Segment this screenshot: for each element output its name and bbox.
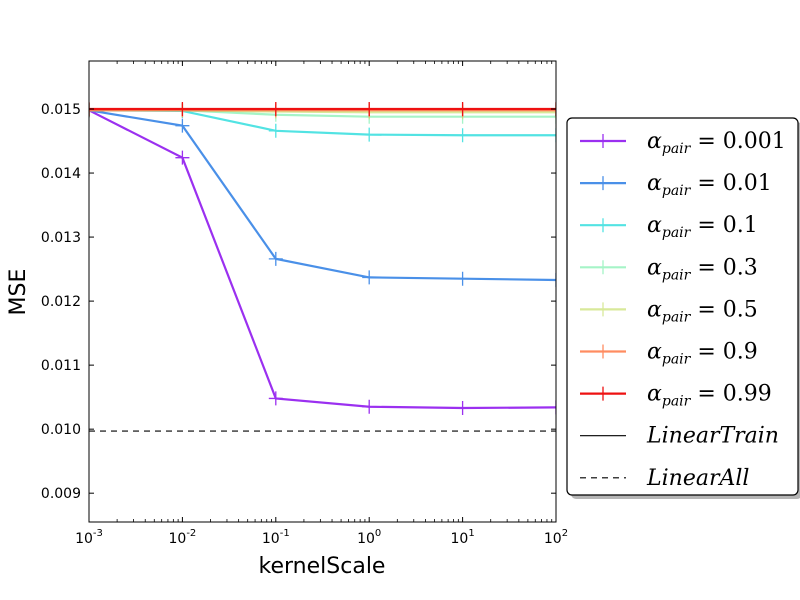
legend-label: LinearAll (646, 466, 749, 491)
legend-marker (596, 260, 610, 275)
legend-label: αpair = 0.5 (647, 297, 758, 325)
x-tick-label: 101 (450, 528, 474, 547)
x-tick-label: 102 (544, 528, 568, 547)
legend-marker (596, 386, 610, 401)
legend-item-0-01 (580, 176, 626, 191)
y-tick-label: 0.014 (41, 166, 81, 182)
x-tick-label: 10-1 (262, 528, 290, 547)
y-tick-label: 0.011 (41, 358, 81, 374)
data-point-marker (362, 399, 377, 414)
legend-label: αpair = 0.3 (647, 255, 758, 283)
data-point-marker (455, 102, 470, 117)
data-point-marker (455, 128, 470, 143)
legend-marker (596, 134, 610, 148)
legend-marker (596, 302, 610, 317)
data-point-marker (175, 118, 190, 133)
y-tick-label: 0.010 (41, 422, 81, 438)
legend-label: αpair = 0.1 (647, 213, 758, 241)
data-point-marker (268, 123, 283, 138)
legend-item-0-3 (580, 260, 626, 275)
data-point-marker (89, 103, 96, 118)
legend-marker (596, 176, 610, 191)
axis-ticks: 0.009 0.010 0.011 0.012 0.013 0.014 0.015 10-3 1… (41, 61, 568, 547)
data-point-marker (362, 127, 377, 142)
y-tick-label: 0.012 (41, 294, 81, 310)
data-point-marker (268, 391, 283, 406)
data-point-marker (549, 105, 556, 120)
data-point-marker (268, 102, 283, 117)
series-0-001 (89, 103, 556, 416)
x-tick-label: 100 (357, 528, 381, 547)
plot-clip-group (89, 102, 556, 432)
data-point-marker (549, 103, 556, 118)
legend-item-0-001 (580, 134, 626, 148)
series-line (89, 109, 556, 282)
legend-item-0-99 (580, 386, 626, 401)
data-point-marker (549, 400, 556, 415)
data-point-marker (549, 109, 556, 124)
y-tick-label: 0.015 (41, 102, 81, 118)
data-point-marker (455, 271, 470, 286)
data-point-marker (175, 150, 190, 165)
legend-label: LinearTrain (646, 424, 779, 449)
data-point-marker (268, 251, 283, 266)
plot-frame (88, 60, 557, 523)
series-0-01 (89, 103, 556, 287)
data-point-marker (362, 270, 377, 285)
legend-item-0-9 (580, 344, 626, 359)
legend-label: αpair = 0.9 (647, 340, 758, 368)
data-point-marker (455, 401, 470, 416)
legend-label: αpair = 0.001 (647, 129, 786, 157)
legend-marker (596, 218, 610, 233)
series-0-99 (89, 102, 556, 117)
legend-item-0-1 (580, 218, 626, 233)
data-point-marker (362, 102, 377, 117)
y-axis-title: MSE (6, 269, 31, 316)
data-point-marker (549, 272, 556, 287)
x-tick-label: 10-3 (75, 528, 103, 547)
legend-box (566, 117, 799, 496)
legend: αpair = 0.001 αpair = 0.01 αpair = 0.1 αpai… (566, 117, 800, 499)
data-point-marker (175, 102, 190, 117)
y-tick-label: 0.009 (41, 486, 81, 502)
x-tick-label: 10-2 (168, 528, 196, 547)
y-tick-label: 0.013 (41, 230, 81, 246)
legend-marker (596, 344, 610, 359)
x-axis-title: kernelScale (259, 554, 386, 579)
legend-label: αpair = 0.01 (647, 171, 772, 199)
data-point-marker (549, 128, 556, 143)
series-line (89, 109, 556, 410)
legend-item-0-5 (580, 302, 626, 317)
plot-area (89, 102, 556, 432)
legend-label: αpair = 0.99 (647, 382, 772, 410)
